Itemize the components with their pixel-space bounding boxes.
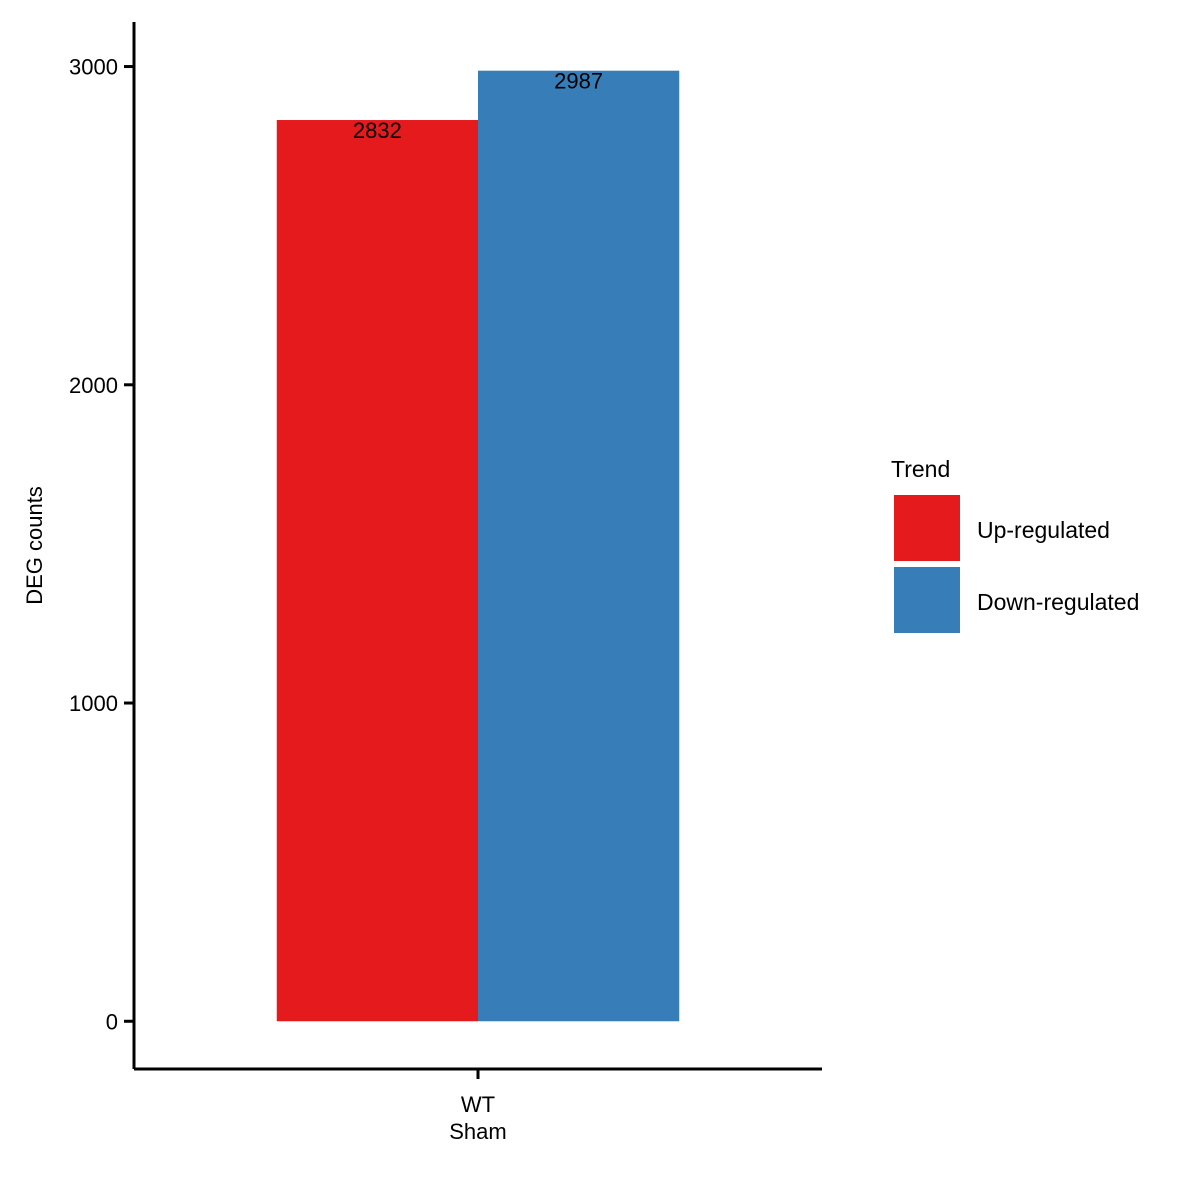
legend-swatch	[894, 567, 960, 633]
x-tick-label: WT	[461, 1092, 495, 1117]
legend: Trend Up-regulated Down-regulated	[891, 456, 1139, 633]
y-tick-label: 1000	[69, 691, 118, 716]
y-tick-label: 3000	[69, 55, 118, 80]
legend-swatch	[894, 495, 960, 561]
y-tick-label: 0	[106, 1009, 118, 1034]
bar-labels-layer: 2832 2987	[353, 69, 603, 143]
legend-label: Up-regulated	[977, 517, 1110, 543]
bar-down-regulated	[478, 70, 680, 1022]
data-label: 2832	[353, 118, 402, 143]
bar-up-regulated	[276, 120, 478, 1022]
x-tick-label: Sham	[449, 1119, 506, 1144]
bars-layer	[276, 70, 680, 1022]
legend-label: Down-regulated	[977, 589, 1139, 615]
data-label: 2987	[554, 69, 603, 94]
y-axis-title: DEG counts	[22, 486, 47, 605]
y-tick-label: 2000	[69, 373, 118, 398]
legend-title: Trend	[891, 456, 950, 482]
